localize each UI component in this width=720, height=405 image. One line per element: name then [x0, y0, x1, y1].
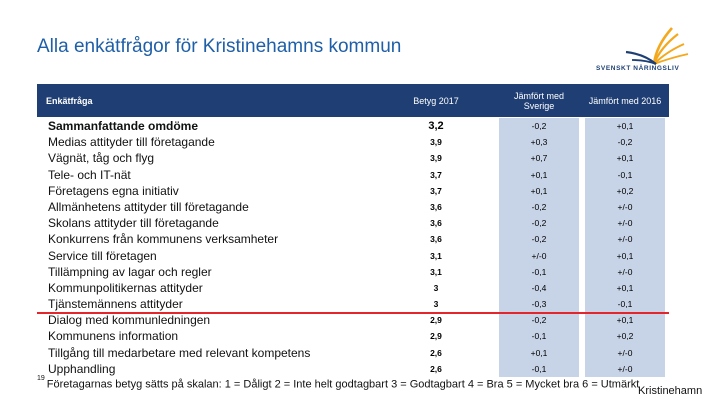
row-betyg: 3,6: [430, 234, 442, 245]
row-betyg: 2,9: [430, 315, 442, 326]
footnote-text: Företagarnas betyg sätts på skalan: 1 = …: [46, 378, 640, 391]
logo-wordmark: SVENSKT NÄRINGSLIV: [596, 65, 680, 72]
row-question: Sammanfattande omdöme: [48, 119, 199, 133]
svenskt-naringsliv-logo: SVENSKT NÄRINGSLIV: [596, 24, 712, 84]
row-sverige: -0,2: [499, 215, 579, 232]
row-question: Konkurrens från kommunens verksamheter: [48, 232, 279, 247]
row-prev: -0,1: [585, 296, 665, 313]
header-question: Enkätfråga: [46, 95, 93, 106]
page-title: Alla enkätfrågor för Kristinehamns kommu…: [37, 36, 402, 57]
row-prev: +0,2: [585, 328, 665, 345]
row-sverige: -0,1: [499, 263, 579, 280]
row-betyg: 3,1: [430, 250, 442, 261]
row-sverige: -0,1: [499, 328, 579, 345]
row-prev: +0,1: [585, 312, 665, 329]
table-row: Kommunens information 2,9 -0,1 +0,2: [37, 328, 669, 345]
row-betyg: 3,2: [428, 120, 444, 132]
row-prev: +/-0: [585, 198, 665, 216]
row-prev: +/-0: [585, 344, 665, 361]
row-prev: +0,1: [585, 150, 665, 167]
row-betyg: 3,6: [430, 201, 442, 212]
row-prev: +0,1: [585, 279, 665, 297]
row-question: Medias attityder till företagande: [48, 135, 215, 150]
row-prev: +/-0: [585, 360, 665, 377]
table-row: Tillämpning av lagar och regler 3,1 -0,1…: [37, 263, 669, 280]
table-row: Sammanfattande omdöme 3,2 -0,2 +0,1: [37, 118, 669, 135]
row-question: Dialog med kommunledningen: [48, 313, 211, 328]
row-question: Allmänhetens attityder till företagande: [48, 199, 249, 214]
table-row: Kommunpolitikernas attityder 3 -0,4 +0,1: [37, 279, 669, 297]
table-body: Sammanfattande omdöme 3,2 -0,2 +0,1 Medi…: [37, 118, 669, 377]
row-betyg: 3,7: [430, 185, 442, 196]
table-row: Allmänhetens attityder till företagande …: [37, 198, 669, 216]
row-question: Tjänstemännens attityder: [48, 297, 183, 312]
row-question: Service till företagen: [48, 248, 157, 263]
row-question: Kommunpolitikernas attityder: [48, 280, 203, 295]
row-prev: +/-0: [585, 231, 665, 248]
table-header: Enkätfråga Betyg 2017 Jämfört med Sverig…: [37, 84, 669, 117]
table-row: Konkurrens från kommunens verksamheter 3…: [37, 231, 669, 248]
row-question: Tillämpning av lagar och regler: [48, 264, 212, 279]
row-sverige: +0,3: [499, 134, 579, 151]
row-question: Upphandling: [48, 361, 116, 376]
table-row: Dialog med kommunledningen 2,9 -0,2 +0,1: [37, 312, 669, 329]
row-question: Företagens egna initiativ: [48, 183, 179, 198]
row-question: Skolans attityder till företagande: [48, 216, 219, 231]
footnote: 19Företagarnas betyg sätts på skalan: 1 …: [37, 375, 717, 391]
row-sverige: -0,4: [499, 279, 579, 297]
row-prev: -0,2: [585, 134, 665, 151]
table-row: Tele- och IT-nät 3,7 +0,1 -0,1: [37, 166, 669, 183]
table-row: Service till företagen 3,1 +/-0 +0,1: [37, 247, 669, 264]
row-question: Tillgång till medarbetare med relevant k…: [48, 345, 311, 360]
row-betyg: 3,7: [430, 169, 442, 180]
row-sverige: -0,2: [499, 118, 579, 135]
row-prev: +0,2: [585, 182, 665, 199]
row-betyg: 2,6: [430, 363, 442, 374]
row-prev: -0,1: [585, 166, 665, 183]
header-prev-year: Jämfört med 2016: [588, 95, 662, 106]
row-sverige: -0,1: [499, 360, 579, 377]
row-sverige: +0,1: [499, 344, 579, 361]
table-row: Upphandling 2,6 -0,1 +/-0: [37, 360, 669, 377]
row-betyg: 3: [433, 282, 439, 293]
row-betyg: 2,6: [430, 347, 442, 358]
row-prev: +/-0: [585, 263, 665, 280]
row-betyg: 3,9: [430, 137, 442, 148]
row-question: Tele- och IT-nät: [48, 167, 131, 182]
row-question: Kommunens information: [48, 329, 179, 344]
table-row: Vägnät, tåg och flyg 3,9 +0,7 +0,1: [37, 150, 669, 167]
row-prev: +0,1: [585, 247, 665, 264]
row-sverige: -0,3: [499, 296, 579, 313]
row-betyg: 3,9: [430, 153, 442, 164]
row-question: Vägnät, tåg och flyg: [48, 151, 155, 166]
footer-municipality: Kristinehamn: [638, 385, 703, 397]
row-sverige: -0,2: [499, 198, 579, 216]
row-sverige: +0,1: [499, 166, 579, 183]
threshold-divider: [37, 312, 669, 314]
header-betyg: Betyg 2017: [413, 95, 459, 106]
header-sverige: Jämfört med Sverige: [513, 90, 564, 111]
table-row: Skolans attityder till företagande 3,6 -…: [37, 215, 669, 232]
row-betyg: 3: [433, 299, 439, 310]
table-row: Tillgång till medarbetare med relevant k…: [37, 344, 669, 361]
row-sverige: -0,2: [499, 312, 579, 329]
row-sverige: +/-0: [499, 247, 579, 264]
table-row: Tjänstemännens attityder 3 -0,3 -0,1: [37, 296, 669, 313]
row-sverige: +0,1: [499, 182, 579, 199]
row-betyg: 3,1: [430, 266, 442, 277]
row-betyg: 2,9: [430, 331, 442, 342]
row-prev: +/-0: [585, 215, 665, 232]
row-betyg: 3,6: [430, 218, 442, 229]
swan-logo-icon: [625, 27, 689, 65]
row-prev: +0,1: [585, 118, 665, 135]
table-row: Företagens egna initiativ 3,7 +0,1 +0,2: [37, 182, 669, 199]
row-sverige: +0,7: [499, 150, 579, 167]
footnote-number: 19: [37, 375, 45, 382]
row-sverige: -0,2: [499, 231, 579, 248]
table-row: Medias attityder till företagande 3,9 +0…: [37, 134, 669, 151]
